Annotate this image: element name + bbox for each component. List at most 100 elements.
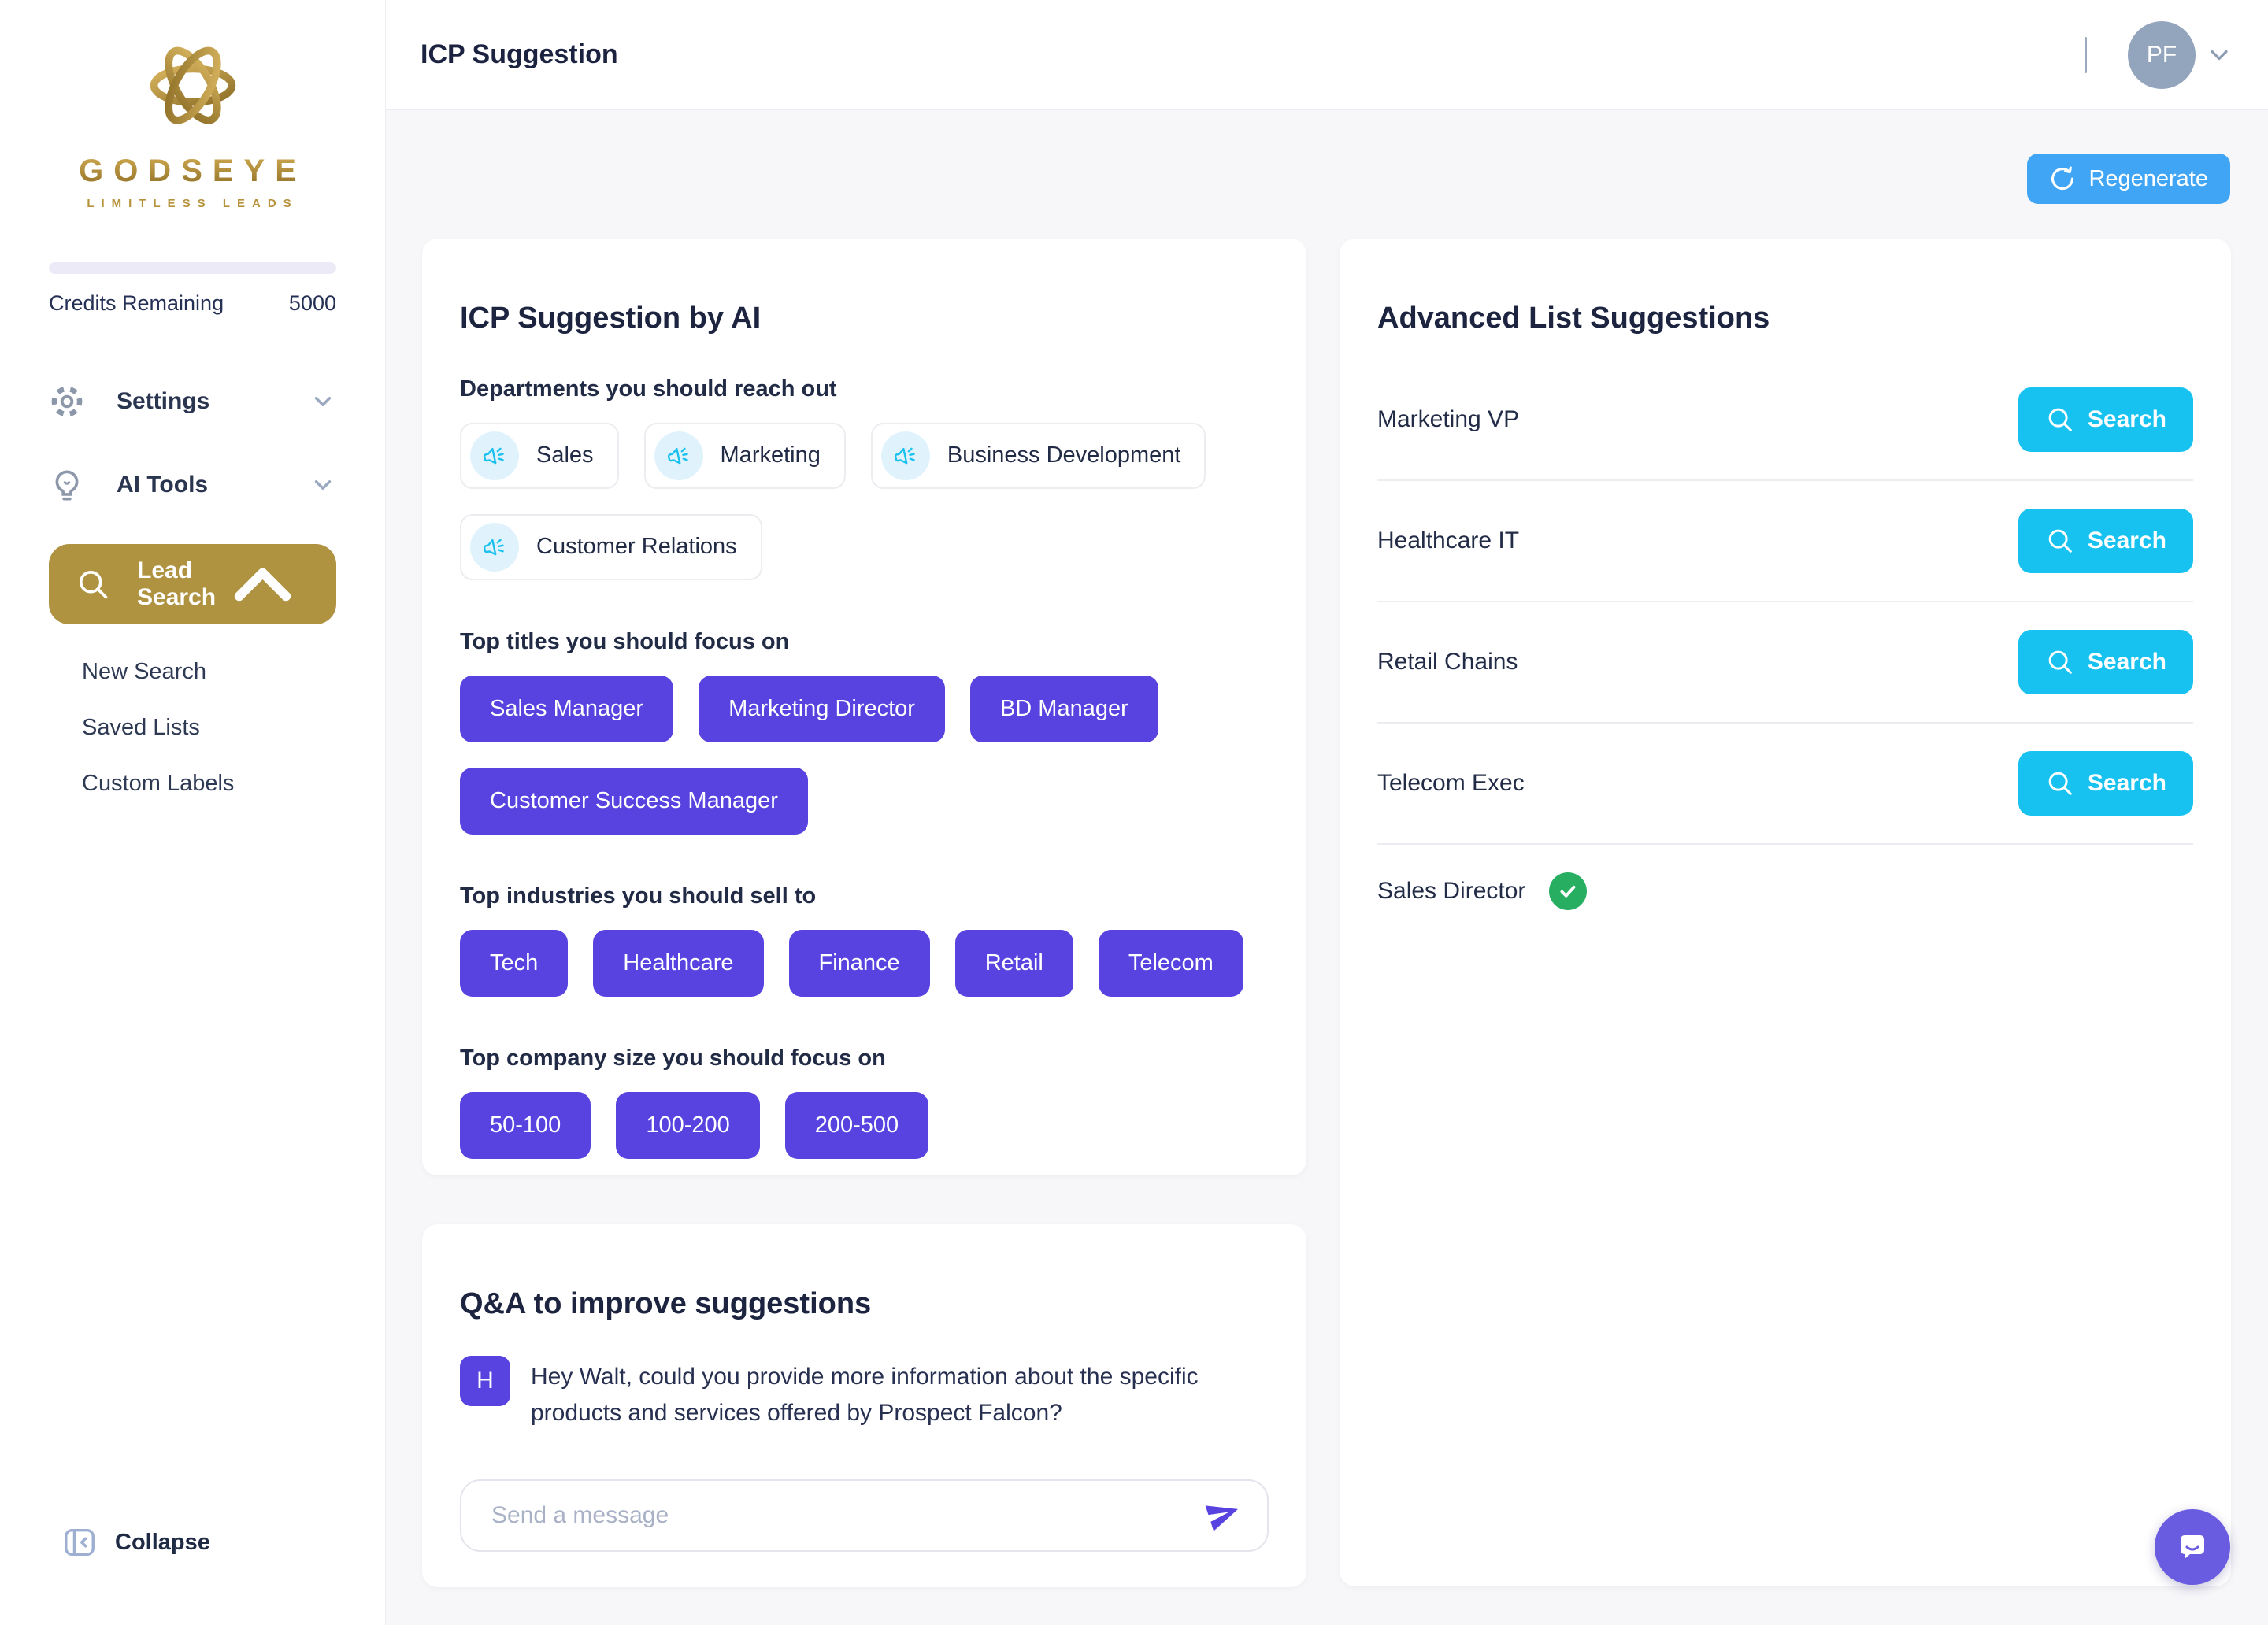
suggestion-label-wrap: Marketing VP bbox=[1377, 406, 1519, 433]
titles-section: Top titles you should focus on Sales Man… bbox=[460, 629, 1269, 835]
industry-pill[interactable]: Tech bbox=[460, 929, 569, 997]
suggestion-label: Telecom Exec bbox=[1377, 770, 1525, 797]
megaphone-icon bbox=[470, 431, 519, 480]
company-size-pill[interactable]: 100-200 bbox=[616, 1091, 760, 1159]
sidebar-item-label: AI Tools bbox=[117, 472, 209, 498]
lead-search-submenu: New Search Saved Lists Custom Labels bbox=[82, 659, 385, 797]
department-chip[interactable]: Sales bbox=[460, 422, 619, 489]
sidebar-item-lead-search-active[interactable]: Lead Search bbox=[49, 544, 336, 624]
top-header: ICP Suggestion PF bbox=[386, 0, 2268, 110]
section-label: Top company size you should focus on bbox=[460, 1045, 886, 1071]
icp-suggestion-card: ICP Suggestion by AI Departments you sho… bbox=[422, 239, 1306, 1175]
industry-pill[interactable]: Finance bbox=[788, 929, 930, 997]
send-message-button[interactable] bbox=[1203, 1495, 1243, 1536]
qa-card-title: Q&A to improve suggestions bbox=[460, 1286, 872, 1320]
collapse-panel-icon bbox=[65, 1528, 94, 1557]
refresh-icon bbox=[2051, 166, 2074, 191]
company-size-pill[interactable]: 200-500 bbox=[784, 1091, 929, 1159]
industry-pills: Tech Healthcare Finance Retail Telecom bbox=[460, 929, 1269, 997]
sidebar-item-ai-tools[interactable]: AI Tools bbox=[49, 461, 336, 509]
sidebar: GODSEYE LIMITLESS LEADS Credits Remainin… bbox=[0, 0, 386, 1625]
suggestion-row: Healthcare IT Search bbox=[1377, 479, 2193, 601]
submenu-item[interactable]: Custom Labels bbox=[82, 771, 235, 796]
department-chip[interactable]: Business Development bbox=[870, 422, 1206, 489]
sidebar-item-settings[interactable]: Settings bbox=[49, 377, 336, 426]
search-button[interactable]: Search bbox=[2018, 630, 2193, 695]
qa-card: Q&A to improve suggestions H Hey Walt, c… bbox=[422, 1224, 1306, 1587]
suggestion-label-wrap: Healthcare IT bbox=[1377, 527, 1519, 554]
sidebar-item-label: Settings bbox=[117, 388, 210, 414]
suggestion-label-wrap: Sales Director bbox=[1377, 872, 1588, 911]
suggestion-label-wrap: Retail Chains bbox=[1377, 649, 1518, 676]
suggestion-label: Marketing VP bbox=[1377, 406, 1520, 433]
cards-grid: ICP Suggestion by AI Departments you sho… bbox=[422, 239, 2231, 1587]
collapse-sidebar-button[interactable]: Collapse bbox=[61, 1524, 210, 1560]
search-button-label: Search bbox=[2087, 527, 2166, 554]
title-pill[interactable]: BD Manager bbox=[969, 675, 1158, 742]
gear-icon bbox=[51, 386, 83, 417]
search-button[interactable]: Search bbox=[2018, 509, 2193, 574]
suggestion-row: Sales Director bbox=[1377, 843, 2193, 938]
credits-label: Credits Remaining bbox=[49, 291, 224, 315]
industry-pill[interactable]: Healthcare bbox=[593, 929, 764, 997]
search-button[interactable]: Search bbox=[2018, 751, 2193, 816]
section-label: Departments you should reach out bbox=[460, 376, 837, 402]
department-chip[interactable]: Customer Relations bbox=[460, 513, 762, 580]
brand-tagline: LIMITLESS LEADS bbox=[87, 197, 298, 210]
megaphone-icon bbox=[880, 431, 930, 480]
industry-pill[interactable]: Retail bbox=[954, 929, 1073, 997]
toolbar: Regenerate bbox=[422, 154, 2230, 204]
search-button-label: Search bbox=[2087, 406, 2166, 433]
title-pills: Sales Manager Marketing Director BD Manage… bbox=[460, 675, 1269, 835]
regenerate-button[interactable]: Regenerate bbox=[2027, 154, 2230, 204]
icp-card-title: ICP Suggestion by AI bbox=[460, 301, 762, 335]
submenu-item[interactable]: New Search bbox=[82, 659, 206, 684]
chevron-up-icon bbox=[234, 568, 291, 601]
chat-launcher-button[interactable] bbox=[2155, 1509, 2230, 1585]
check-icon bbox=[1549, 872, 1588, 911]
chevron-down-icon bbox=[314, 480, 332, 490]
megaphone-icon bbox=[470, 522, 519, 572]
main-content: Regenerate ICP Suggestion by AI Departme… bbox=[386, 110, 2268, 1625]
chevron-down-icon bbox=[314, 397, 332, 406]
title-pill[interactable]: Customer Success Manager bbox=[460, 767, 808, 835]
search-icon bbox=[2048, 408, 2072, 431]
advanced-list-card: Advanced List Suggestions Marketing VP bbox=[1340, 239, 2231, 1586]
department-chip[interactable]: Marketing bbox=[643, 422, 846, 489]
title-pill[interactable]: Marketing Director bbox=[699, 675, 945, 742]
message-input[interactable] bbox=[490, 1501, 1203, 1530]
search-icon bbox=[2048, 529, 2072, 553]
departments-section: Departments you should reach out bbox=[460, 376, 1269, 580]
brand-logo: GODSEYE LIMITLESS LEADS bbox=[0, 30, 385, 210]
company-size-pill[interactable]: 50-100 bbox=[460, 1091, 591, 1159]
department-chip-label: Marketing bbox=[720, 442, 821, 468]
suggestion-row: Marketing VP Search bbox=[1377, 360, 2193, 479]
credits-row: Credits Remaining 5000 bbox=[49, 291, 336, 316]
megaphone-icon bbox=[654, 431, 703, 480]
search-icon bbox=[79, 570, 108, 599]
suggestion-label: Sales Director bbox=[1377, 878, 1526, 905]
user-avatar[interactable]: PF bbox=[2128, 20, 2196, 89]
submenu-item[interactable]: Saved Lists bbox=[82, 715, 200, 740]
suggestion-row: Telecom Exec Search bbox=[1377, 722, 2193, 843]
credits-value: 5000 bbox=[288, 291, 336, 315]
search-icon bbox=[2048, 772, 2072, 795]
company-size-section: Top company size you should focus on 50-… bbox=[460, 1046, 1269, 1159]
bot-avatar: H bbox=[460, 1355, 510, 1406]
sidebar-item-label: Lead Search bbox=[137, 557, 217, 610]
sidebar-menu: Settings AI Tools bbox=[0, 377, 385, 797]
lightbulb-icon bbox=[55, 470, 79, 501]
title-pill[interactable]: Sales Manager bbox=[460, 675, 674, 742]
suggestion-label: Retail Chains bbox=[1377, 649, 1518, 676]
search-button[interactable]: Search bbox=[2018, 387, 2193, 453]
qa-message-text: Hey Walt, could you provide more informa… bbox=[531, 1363, 1199, 1427]
industry-pill[interactable]: Telecom bbox=[1098, 929, 1243, 997]
suggestion-label-wrap: Telecom Exec bbox=[1377, 770, 1525, 797]
department-chip-label: Sales bbox=[536, 442, 594, 468]
department-chip-label: Business Development bbox=[947, 442, 1181, 468]
regenerate-label: Regenerate bbox=[2088, 165, 2208, 191]
department-chips: Sales bbox=[460, 422, 1269, 580]
brand-name: GODSEYE bbox=[0, 154, 385, 189]
chevron-down-icon[interactable] bbox=[2205, 41, 2233, 69]
